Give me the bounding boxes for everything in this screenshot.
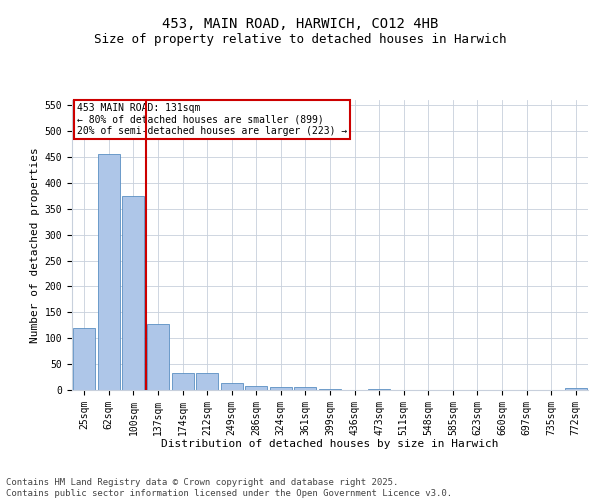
Text: Contains HM Land Registry data © Crown copyright and database right 2025.
Contai: Contains HM Land Registry data © Crown c… bbox=[6, 478, 452, 498]
Bar bbox=[73, 328, 95, 390]
Bar bbox=[245, 386, 268, 390]
Text: 453 MAIN ROAD: 131sqm
← 80% of detached houses are smaller (899)
20% of semi-det: 453 MAIN ROAD: 131sqm ← 80% of detached … bbox=[77, 103, 347, 136]
Bar bbox=[221, 384, 243, 390]
X-axis label: Distribution of detached houses by size in Harwich: Distribution of detached houses by size … bbox=[161, 439, 499, 449]
Bar bbox=[172, 373, 194, 390]
Text: Size of property relative to detached houses in Harwich: Size of property relative to detached ho… bbox=[94, 32, 506, 46]
Bar bbox=[270, 387, 292, 390]
Y-axis label: Number of detached properties: Number of detached properties bbox=[31, 147, 40, 343]
Bar bbox=[196, 373, 218, 390]
Bar bbox=[122, 196, 145, 390]
Bar bbox=[147, 324, 169, 390]
Bar bbox=[98, 154, 120, 390]
Bar bbox=[565, 388, 587, 390]
Bar bbox=[319, 389, 341, 390]
Text: 453, MAIN ROAD, HARWICH, CO12 4HB: 453, MAIN ROAD, HARWICH, CO12 4HB bbox=[162, 18, 438, 32]
Bar bbox=[295, 388, 316, 390]
